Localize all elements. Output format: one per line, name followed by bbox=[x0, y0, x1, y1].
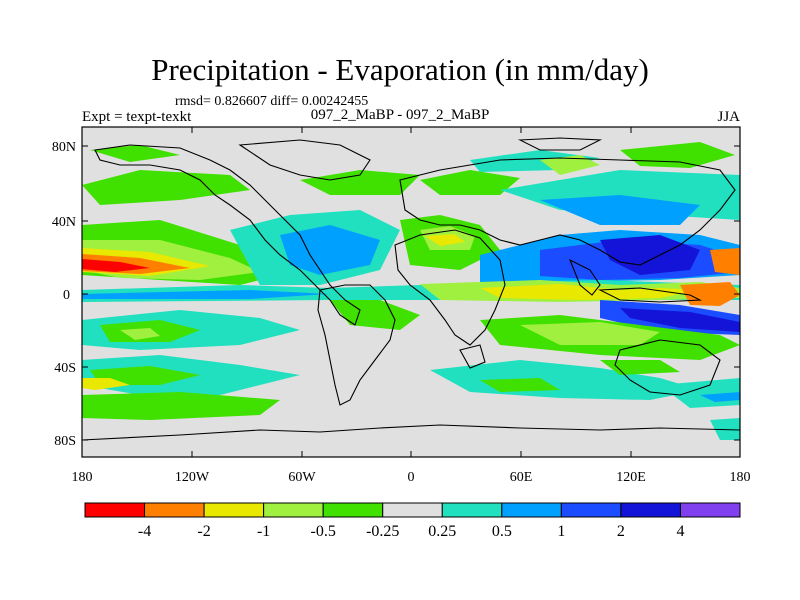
colorbar: -4 -2 -1 -0.5 -0.25 0.25 0.5 1 2 4 bbox=[84, 502, 741, 540]
colorbar-swatch bbox=[203, 502, 265, 518]
colorbar-label: -2 bbox=[197, 523, 210, 540]
colorbar-swatch bbox=[144, 502, 205, 518]
field-layer bbox=[82, 127, 740, 457]
lat-tick-label: 0 bbox=[63, 288, 70, 303]
colorbar-label: 2 bbox=[617, 523, 625, 540]
colorbar-label: -0.25 bbox=[366, 523, 399, 540]
lon-axis: 180 120W 60W 0 60E 120E 180 bbox=[72, 127, 751, 485]
stats-line: rmsd= 0.826607 diff= 0.00242455 bbox=[175, 94, 369, 109]
colorbar-label: 0.5 bbox=[492, 523, 512, 540]
experiment-label: Expt = texpt-texkt bbox=[82, 109, 192, 125]
lat-axis: 80N 40N 0 40S 80S bbox=[52, 140, 740, 449]
lat-tick-label: 40S bbox=[54, 361, 76, 376]
lat-tick-label: 80N bbox=[52, 140, 76, 155]
lat-tick-label: 80S bbox=[54, 434, 76, 449]
run-label: 097_2_MaBP - 097_2_MaBP bbox=[310, 107, 490, 123]
season-label: JJA bbox=[717, 109, 740, 125]
colorbar-swatch bbox=[679, 502, 741, 518]
colorbar-label: 4 bbox=[676, 523, 684, 540]
colorbar-label: 0.25 bbox=[428, 523, 456, 540]
colorbar-swatch bbox=[441, 502, 503, 518]
lon-tick-label: 0 bbox=[408, 470, 415, 485]
colorbar-swatch bbox=[501, 502, 562, 518]
colorbar-swatch bbox=[560, 502, 622, 518]
lon-tick-label: 60E bbox=[510, 470, 533, 485]
lon-tick-label: 180 bbox=[730, 470, 751, 485]
lon-tick-label: 60W bbox=[288, 470, 316, 485]
colorbar-swatch bbox=[84, 502, 146, 518]
plot-title: Precipitation - Evaporation (in mm/day) bbox=[151, 52, 649, 87]
coastline-layer bbox=[82, 137, 740, 441]
colorbar-swatch bbox=[382, 502, 443, 518]
colorbar-label: -0.5 bbox=[311, 523, 336, 540]
colorbar-swatch bbox=[322, 502, 384, 518]
colorbar-label: -1 bbox=[257, 523, 270, 540]
colorbar-swatch bbox=[263, 502, 324, 518]
lon-tick-label: 180 bbox=[72, 470, 93, 485]
lat-tick-label: 40N bbox=[52, 215, 76, 230]
lon-tick-label: 120W bbox=[175, 470, 210, 485]
colorbar-swatch bbox=[620, 502, 681, 518]
lon-tick-label: 120E bbox=[616, 470, 646, 485]
colorbar-label: -4 bbox=[138, 523, 151, 540]
colorbar-label: 1 bbox=[557, 523, 565, 540]
